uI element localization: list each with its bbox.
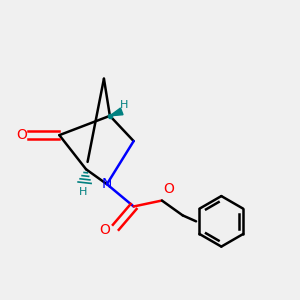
Text: H: H bbox=[79, 187, 87, 197]
Polygon shape bbox=[110, 108, 123, 116]
Text: O: O bbox=[164, 182, 174, 196]
Text: O: O bbox=[16, 128, 27, 142]
Text: H: H bbox=[120, 100, 129, 110]
Text: N: N bbox=[102, 177, 112, 191]
Text: O: O bbox=[99, 223, 110, 237]
